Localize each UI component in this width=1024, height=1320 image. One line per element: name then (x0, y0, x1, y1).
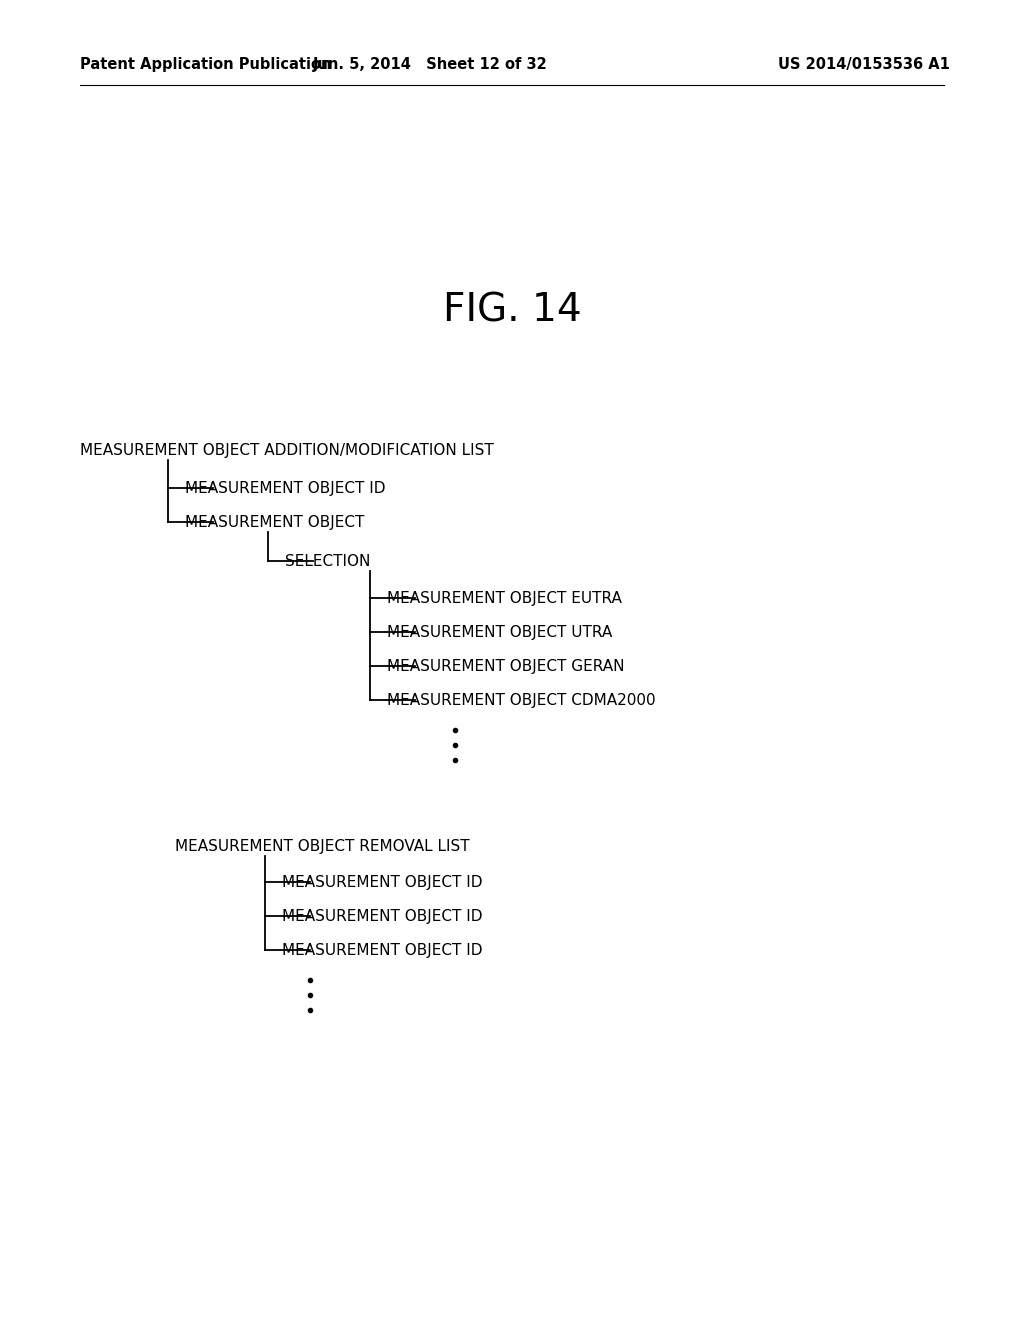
Text: MEASUREMENT OBJECT ADDITION/MODIFICATION LIST: MEASUREMENT OBJECT ADDITION/MODIFICATION… (80, 442, 494, 458)
Text: MEASUREMENT OBJECT ID: MEASUREMENT OBJECT ID (282, 874, 482, 890)
Text: MEASUREMENT OBJECT: MEASUREMENT OBJECT (185, 515, 365, 529)
Text: MEASUREMENT OBJECT UTRA: MEASUREMENT OBJECT UTRA (387, 624, 612, 639)
Text: SELECTION: SELECTION (285, 553, 371, 569)
Text: Jun. 5, 2014   Sheet 12 of 32: Jun. 5, 2014 Sheet 12 of 32 (312, 58, 548, 73)
Text: MEASUREMENT OBJECT ID: MEASUREMENT OBJECT ID (282, 908, 482, 924)
Text: Patent Application Publication: Patent Application Publication (80, 58, 332, 73)
Text: MEASUREMENT OBJECT REMOVAL LIST: MEASUREMENT OBJECT REMOVAL LIST (175, 838, 470, 854)
Text: MEASUREMENT OBJECT EUTRA: MEASUREMENT OBJECT EUTRA (387, 590, 622, 606)
Text: MEASUREMENT OBJECT ID: MEASUREMENT OBJECT ID (282, 942, 482, 957)
Text: MEASUREMENT OBJECT ID: MEASUREMENT OBJECT ID (185, 480, 385, 495)
Text: MEASUREMENT OBJECT GERAN: MEASUREMENT OBJECT GERAN (387, 659, 625, 673)
Text: MEASUREMENT OBJECT CDMA2000: MEASUREMENT OBJECT CDMA2000 (387, 693, 655, 708)
Text: US 2014/0153536 A1: US 2014/0153536 A1 (778, 58, 950, 73)
Text: FIG. 14: FIG. 14 (442, 290, 582, 329)
